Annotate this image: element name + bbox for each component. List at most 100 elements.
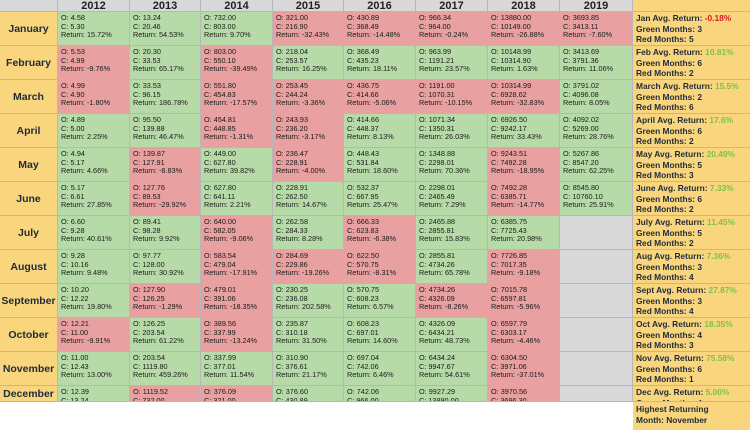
avg-return-value: 75.58% (706, 353, 735, 363)
avg-return-label: Jan Avg. Return: (636, 13, 705, 23)
close-value: C: 126.25 (133, 293, 165, 303)
close-value: C: 570.75 (347, 259, 379, 269)
open-value: O: 583.54 (204, 251, 237, 260)
open-value: O: 551.80 (204, 81, 237, 90)
return-value: Return: -5.96% (491, 302, 541, 312)
close-value: C: 98.28 (133, 225, 161, 235)
return-value: Return: 27.85% (61, 200, 112, 210)
open-value: O: 6926.50 (491, 115, 528, 124)
open-value: O: 127.76 (133, 183, 166, 192)
return-cell: O: 430.89 C: 368.49 Return: -14.48% (344, 12, 416, 46)
return-cell: O: 337.99 C: 377.01 Return: 11.54% (201, 352, 273, 386)
return-value: Return: -14.48% (347, 30, 401, 40)
close-value: C: 216.90 (276, 21, 308, 31)
month-summary: May Avg. Return: 20.49% Green Months: 5 Re… (633, 148, 750, 182)
return-value: Return: -26.88% (491, 30, 545, 40)
close-value: C: 3791.36 (563, 55, 599, 65)
open-value: O: 368.49 (347, 47, 380, 56)
red-months: Red Months: 3 (636, 340, 694, 350)
return-cell: O: 139.87 C: 127.91 Return: -8.83% (130, 148, 201, 182)
open-value: O: 6304.50 (491, 353, 528, 362)
return-value: Return: -14.77% (491, 200, 545, 210)
open-value: O: 9.28 (61, 251, 85, 260)
return-cell: O: 20.30 C: 33.53 Return: 65.17% (130, 46, 201, 80)
return-cell: O: 321.00 C: 216.90 Return: -32.43% (273, 12, 344, 46)
open-value: O: 337.99 (204, 353, 237, 362)
return-cell (560, 250, 633, 284)
return-cell: O: 6926.50 C: 9242.17 Return: 33.43% (488, 114, 560, 148)
highest-month-summary: Highest Returning Month: November (633, 402, 750, 430)
open-value: O: 12.21 (61, 319, 89, 328)
return-value: Return: 202.58% (276, 302, 331, 312)
return-value: Return: 28.76% (563, 132, 614, 142)
return-cell: O: 230.25 C: 236.08 Return: 202.58% (273, 284, 344, 318)
return-cell: O: 7492.28 C: 6385.71 Return: -14.77% (488, 182, 560, 216)
open-value: O: 6434.24 (419, 353, 456, 362)
open-value: O: 4326.09 (419, 319, 456, 328)
open-value: O: 430.89 (347, 13, 380, 22)
close-value: C: 20.46 (133, 21, 161, 31)
open-value: O: 4092.02 (563, 115, 600, 124)
open-value: O: 570.75 (347, 285, 380, 294)
open-value: O: 1191.00 (419, 81, 455, 90)
return-cell: O: 414.66 C: 448.37 Return: 8.13% (344, 114, 416, 148)
close-value: C: 10760.10 (563, 191, 603, 201)
close-value: C: 3971.06 (491, 361, 527, 371)
avg-return-label: May Avg. Return: (636, 149, 707, 159)
return-value: Return: -8.26% (419, 302, 469, 312)
close-value: C: 435.23 (347, 55, 379, 65)
open-value: O: 3970.56 (491, 387, 528, 396)
avg-return-label: Aug Avg. Return: (636, 251, 707, 261)
return-cell: O: 608.23 C: 697.01 Return: 14.60% (344, 318, 416, 352)
close-value: C: 203.54 (133, 327, 165, 337)
return-cell: O: 10314.99 C: 6928.62 Return: -32.83% (488, 80, 560, 114)
return-cell: O: 4.89 C: 5.00 Return: 2.25% (58, 114, 130, 148)
month-label: April (0, 114, 58, 148)
close-value: C: 5.30 (61, 21, 85, 31)
open-value: O: 4.99 (61, 81, 85, 90)
open-value: O: 235.87 (276, 319, 309, 328)
return-cell: O: 10.20 C: 12.22 Return: 19.80% (58, 284, 130, 318)
close-value: C: 89.53 (133, 191, 161, 201)
return-cell: O: 8545.80 C: 10760.10 Return: 25.91% (560, 182, 633, 216)
open-value: O: 376.09 (204, 387, 237, 396)
open-value: O: 479.01 (204, 285, 237, 294)
return-cell: O: 203.54 C: 1119.80 Return: 459.26% (130, 352, 201, 386)
return-value: Return: 8.05% (563, 98, 610, 108)
return-value: Return: 70.36% (419, 166, 470, 176)
open-value: O: 3413.69 (563, 47, 600, 56)
close-value: C: 623.83 (347, 225, 379, 235)
close-value: C: 12.43 (61, 361, 89, 371)
close-value: C: 964.00 (419, 21, 451, 31)
return-value: Return: 2.25% (61, 132, 108, 142)
green-months: Green Months: 6 (636, 125, 703, 136)
return-cell (560, 284, 633, 318)
return-value: Return: -6.38% (347, 234, 397, 244)
close-value: C: 127.91 (133, 157, 165, 167)
open-value: O: 4.89 (61, 115, 85, 124)
return-value: Return: 21.17% (276, 370, 327, 380)
month-label: January (0, 12, 58, 46)
close-value: C: 5.17 (61, 157, 85, 167)
return-value: Return: 18.11% (347, 64, 398, 74)
month-summary: Nov Avg. Return: 75.58% Green Months: 6 Re… (633, 352, 750, 386)
avg-return-value: 17.6% (709, 115, 734, 125)
close-value: C: 284.33 (276, 225, 308, 235)
open-value: O: 12.39 (61, 387, 89, 396)
avg-return: April Avg. Return: 17.6% (636, 115, 750, 126)
avg-return-label: April Avg. Return: (636, 115, 710, 125)
avg-return: Sept Avg. Return: 27.87% (636, 285, 750, 296)
month-label: August (0, 250, 58, 284)
return-value: Return: 46.47% (133, 132, 184, 142)
open-value: O: 243.93 (276, 115, 309, 124)
return-cell (560, 352, 633, 386)
open-value: O: 732.00 (204, 13, 237, 22)
return-value: Return: 186.78% (133, 98, 188, 108)
open-value: O: 742.06 (347, 387, 380, 396)
open-value: O: 8545.80 (563, 183, 600, 192)
open-value: O: 9243.51 (491, 149, 528, 158)
return-cell: O: 3693.85 C: 3413.11 Return: -7.60% (560, 12, 633, 46)
return-cell: O: 627.80 C: 641.11 Return: 2.21% (201, 182, 273, 216)
return-cell: O: 7726.85 C: 7017.35 Return: -9.18% (488, 250, 560, 284)
